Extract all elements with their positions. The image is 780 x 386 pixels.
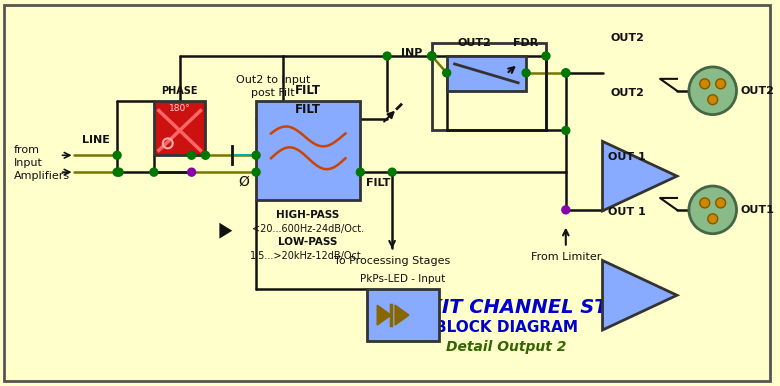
FancyBboxPatch shape [268, 108, 312, 129]
Text: from: from [14, 145, 40, 155]
Polygon shape [378, 305, 391, 325]
Text: To Processing Stages: To Processing Stages [334, 256, 450, 266]
Text: 180°: 180° [168, 103, 190, 113]
Circle shape [716, 79, 725, 89]
Bar [367, 289, 438, 341]
Circle shape [388, 168, 396, 176]
Polygon shape [219, 223, 232, 239]
Text: Detail Output 2: Detail Output 2 [446, 340, 566, 354]
Circle shape [562, 206, 569, 214]
Circle shape [707, 214, 718, 224]
Text: Ø: Ø [239, 175, 250, 189]
Circle shape [562, 127, 569, 134]
Bar [432, 43, 546, 130]
Text: PHASE: PHASE [161, 86, 198, 96]
Circle shape [700, 79, 710, 89]
Text: Out2 to Input: Out2 to Input [236, 75, 310, 85]
Text: FILT: FILT [295, 84, 321, 97]
Text: From Limiter: From Limiter [530, 252, 601, 261]
Circle shape [252, 168, 260, 176]
Bar [447, 56, 526, 91]
Text: FDR: FDR [513, 38, 539, 48]
Circle shape [689, 186, 736, 234]
Text: Amplifiers: Amplifiers [14, 171, 70, 181]
Circle shape [707, 95, 718, 105]
Circle shape [689, 67, 736, 115]
Circle shape [700, 198, 710, 208]
Text: OUT2: OUT2 [611, 88, 644, 98]
Text: LINE: LINE [83, 135, 110, 146]
Text: OUT2: OUT2 [611, 33, 644, 43]
Circle shape [427, 52, 436, 60]
Circle shape [383, 52, 391, 60]
Text: post Filt: post Filt [251, 88, 295, 98]
Text: OUT2: OUT2 [458, 38, 491, 48]
Text: OUT2: OUT2 [740, 86, 775, 96]
Text: PkPs-LED - Input: PkPs-LED - Input [360, 274, 445, 284]
Circle shape [562, 69, 569, 77]
Text: Input: Input [14, 158, 43, 168]
Text: 1.5...>20kHz-12dB/Oct.: 1.5...>20kHz-12dB/Oct. [250, 251, 365, 261]
Text: HIGH-PASS: HIGH-PASS [276, 210, 339, 220]
Text: OUT 1: OUT 1 [608, 152, 646, 162]
Circle shape [562, 69, 569, 77]
Polygon shape [602, 261, 677, 330]
Bar [256, 101, 360, 200]
Text: INP: INP [401, 48, 423, 58]
Text: <20...600Hz-24dB/Oct.: <20...600Hz-24dB/Oct. [252, 224, 363, 234]
Circle shape [201, 151, 210, 159]
Text: FILT: FILT [295, 103, 321, 115]
Circle shape [356, 168, 364, 176]
Polygon shape [602, 141, 677, 211]
Circle shape [542, 52, 550, 60]
Circle shape [113, 168, 121, 176]
Circle shape [150, 168, 158, 176]
Text: OUT 1: OUT 1 [608, 207, 646, 217]
Circle shape [252, 151, 260, 159]
Circle shape [427, 52, 436, 60]
Circle shape [115, 168, 123, 176]
Text: LOW-PASS: LOW-PASS [278, 237, 338, 247]
Text: BLOCK DIAGRAM: BLOCK DIAGRAM [434, 320, 578, 335]
Circle shape [113, 151, 121, 159]
Circle shape [188, 151, 196, 159]
Circle shape [522, 69, 530, 77]
Text: OUT1: OUT1 [740, 205, 775, 215]
Circle shape [443, 69, 451, 77]
Polygon shape [395, 305, 409, 325]
Text: TOOLKIT CHANNEL STRIP: TOOLKIT CHANNEL STRIP [368, 298, 644, 317]
Circle shape [188, 168, 196, 176]
Bar [154, 101, 205, 155]
Circle shape [716, 198, 725, 208]
Text: FILT: FILT [367, 178, 391, 188]
Circle shape [427, 52, 436, 60]
